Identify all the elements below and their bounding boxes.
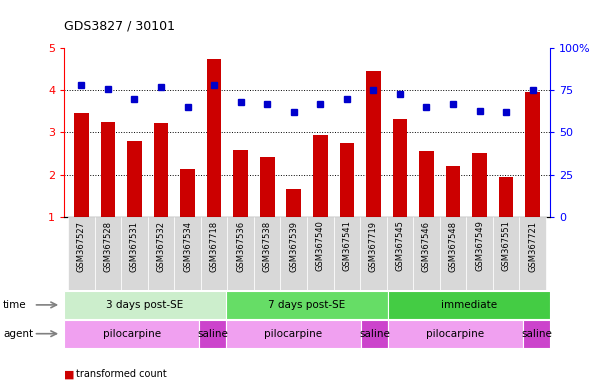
Bar [64,320,199,348]
Bar [499,177,513,217]
Bar [334,217,360,290]
Bar [95,217,121,290]
Bar [419,152,434,217]
Text: immediate: immediate [441,300,497,310]
Text: time: time [3,300,27,310]
Text: GSM367548: GSM367548 [448,220,458,271]
Text: saline: saline [197,329,228,339]
Text: 3 days post-SE: 3 days post-SE [106,300,184,310]
Bar [127,141,142,217]
Bar [388,320,523,348]
Bar [180,169,195,217]
Bar [280,217,307,290]
Bar [287,189,301,217]
Bar [154,123,169,217]
Text: 7 days post-SE: 7 days post-SE [268,300,346,310]
Bar [74,113,89,217]
Bar [388,291,550,319]
Text: GSM367719: GSM367719 [369,220,378,271]
Text: GSM367549: GSM367549 [475,220,484,271]
Bar [466,217,493,290]
Text: transformed count: transformed count [76,369,167,379]
Text: GSM367551: GSM367551 [502,220,511,271]
Text: pilocarpine: pilocarpine [103,329,161,339]
Bar [101,122,115,217]
Bar [260,157,274,217]
Bar [233,150,248,217]
Bar [201,217,227,290]
Text: GSM367541: GSM367541 [342,220,351,271]
Bar [525,91,540,217]
Text: GSM367718: GSM367718 [210,220,219,272]
Bar [360,217,387,290]
Text: GSM367546: GSM367546 [422,220,431,271]
Bar [226,291,388,319]
Text: GSM367540: GSM367540 [316,220,325,271]
Text: GSM367532: GSM367532 [156,220,166,271]
Bar [207,60,221,217]
Bar [366,71,381,217]
Text: GSM367527: GSM367527 [77,220,86,271]
Bar [313,136,327,217]
Bar [519,217,546,290]
Bar [226,320,361,348]
Bar [148,217,174,290]
Text: saline: saline [521,329,552,339]
Bar [472,153,487,217]
Bar [413,217,440,290]
Bar [227,217,254,290]
Bar [523,320,550,348]
Text: GDS3827 / 30101: GDS3827 / 30101 [64,19,175,32]
Text: GSM367536: GSM367536 [236,220,245,272]
Text: GSM367545: GSM367545 [395,220,404,271]
Bar [254,217,280,290]
Bar [387,217,413,290]
Text: GSM367531: GSM367531 [130,220,139,271]
Text: ■: ■ [64,369,75,379]
Text: GSM367534: GSM367534 [183,220,192,271]
Bar [199,320,226,348]
Text: pilocarpine: pilocarpine [265,329,323,339]
Text: GSM367538: GSM367538 [263,220,272,272]
Bar [440,217,466,290]
Text: saline: saline [359,329,390,339]
Bar [493,217,519,290]
Bar [307,217,334,290]
Bar [445,166,460,217]
Text: GSM367539: GSM367539 [289,220,298,271]
Bar [393,119,407,217]
Bar [361,320,388,348]
Bar [121,217,148,290]
Text: pilocarpine: pilocarpine [426,329,485,339]
Bar [64,291,226,319]
Bar [174,217,201,290]
Text: agent: agent [3,329,33,339]
Text: GSM367721: GSM367721 [528,220,537,271]
Bar [340,143,354,217]
Text: GSM367528: GSM367528 [103,220,112,271]
Bar [68,217,95,290]
